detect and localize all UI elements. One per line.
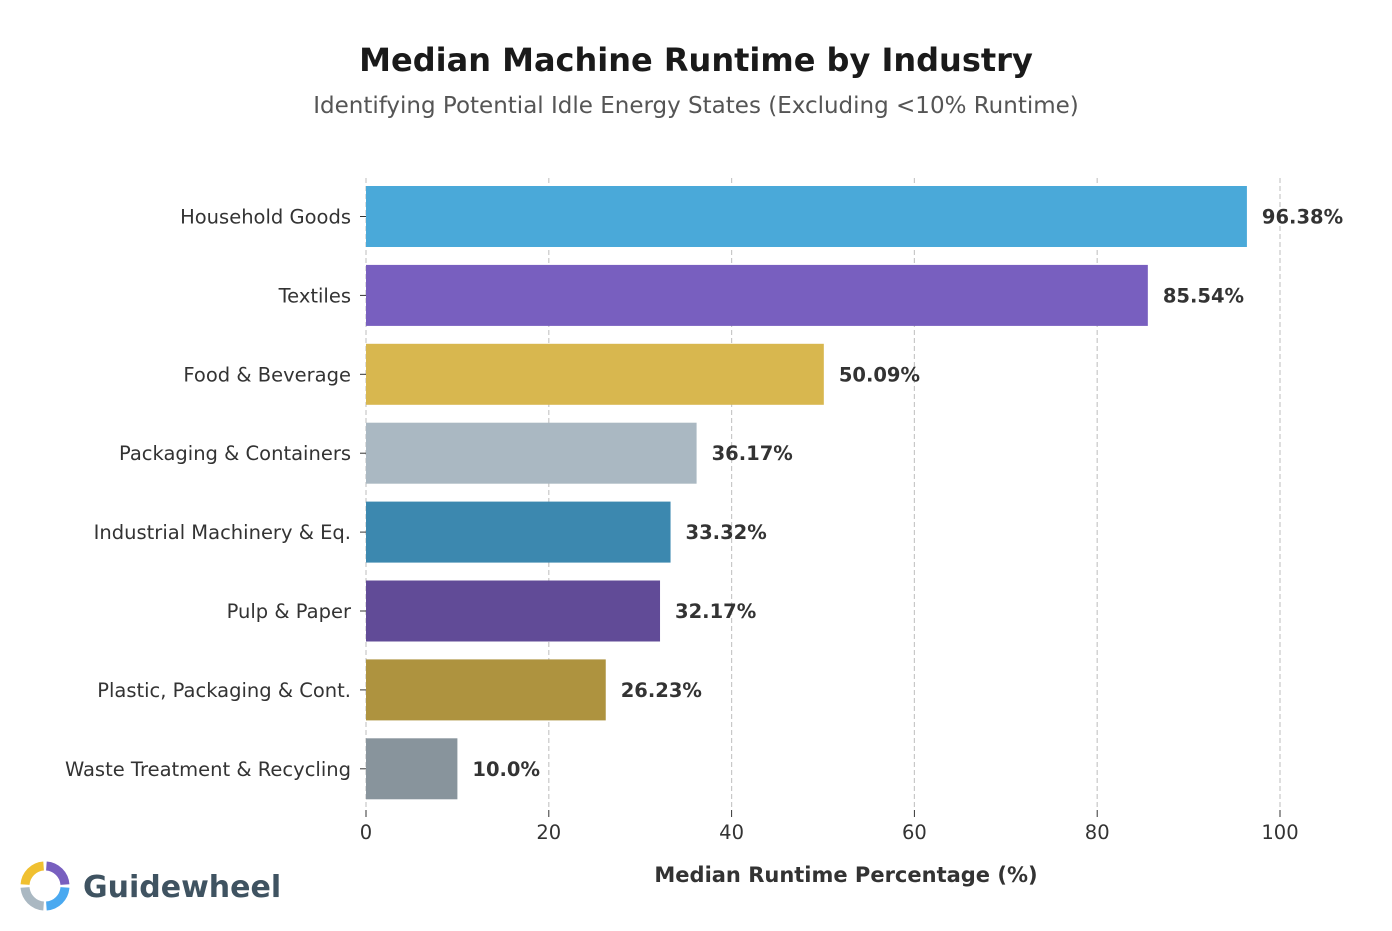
x-tick-label: 40 (719, 821, 744, 844)
value-label: 26.23% (621, 679, 702, 702)
bar (366, 343, 824, 405)
bar (366, 422, 697, 484)
category-label: Plastic, Packaging & Cont. (97, 679, 351, 702)
bar (366, 738, 458, 800)
x-tick-label: 20 (536, 821, 561, 844)
bar (366, 580, 661, 642)
value-label: 96.38% (1262, 206, 1343, 229)
chart-subtitle: Identifying Potential Idle Energy States… (313, 93, 1079, 119)
bar (366, 186, 1247, 247)
value-labels: 96.38% 85.54% 50.09% 36.17% 33.32% 32.17% 26.2… (472, 206, 1343, 781)
logo-arc-segment (20, 861, 45, 886)
category-label: Industrial Machinery & Eq. (94, 521, 351, 544)
category-label: Textiles (278, 284, 351, 307)
category-label: Household Goods (180, 206, 351, 229)
bar (366, 659, 606, 721)
guidewheel-logo-icon (20, 861, 70, 911)
x-axis-label: Median Runtime Percentage (%) (654, 863, 1037, 887)
value-label: 36.17% (712, 442, 793, 465)
category-labels: Household Goods Textiles Food & Beverage Pa… (65, 206, 366, 781)
logo-arc-segment (20, 886, 45, 911)
bar (366, 264, 1148, 326)
category-label: Food & Beverage (183, 363, 351, 386)
chart-title: Median Machine Runtime by Industry (359, 41, 1033, 79)
x-tick-label: 80 (1085, 821, 1110, 844)
logo-arc-segment (45, 886, 70, 911)
value-label: 10.0% (472, 758, 540, 781)
bar (366, 501, 671, 563)
x-tick-label: 60 (902, 821, 927, 844)
brand-name: Guidewheel (83, 870, 281, 905)
value-label: 33.32% (686, 521, 767, 544)
logo-arc-segment (45, 861, 70, 886)
value-label: 85.54% (1163, 284, 1244, 307)
x-axis-ticks: 0 20 40 60 80 100 (360, 810, 1299, 844)
value-label: 50.09% (839, 363, 920, 386)
bars (366, 186, 1247, 800)
x-tick-label: 0 (360, 821, 372, 844)
category-label: Packaging & Containers (119, 442, 351, 465)
category-label: Pulp & Paper (227, 600, 352, 623)
value-label: 32.17% (675, 600, 756, 623)
x-tick-label: 100 (1261, 821, 1298, 844)
category-label: Waste Treatment & Recycling (65, 758, 351, 781)
